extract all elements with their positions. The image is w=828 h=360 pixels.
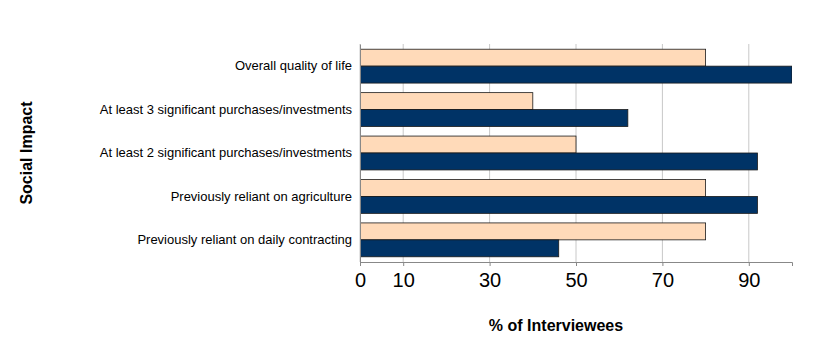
bar xyxy=(360,110,628,127)
y-tick: Previously reliant on agriculture xyxy=(171,189,360,204)
y-tick: Overall quality of life xyxy=(235,58,360,73)
bar xyxy=(360,66,792,83)
y-tick: At least 3 significant purchases/investm… xyxy=(100,102,360,117)
y-tick-label: Previously reliant on agriculture xyxy=(171,189,352,204)
bar xyxy=(360,136,576,153)
x-tick-mark xyxy=(360,262,361,266)
grid-line xyxy=(360,44,361,262)
chart-svg: 0 10 30 50 70 90 Overall quality of life At lea… xyxy=(0,0,828,360)
x-tick-label: 90 xyxy=(738,269,760,291)
bar xyxy=(360,93,533,110)
x-tick-mark xyxy=(576,262,577,266)
x-tick-label: 10 xyxy=(393,269,415,291)
x-tick: 0 xyxy=(355,262,366,291)
y-axis-title: Social Impact xyxy=(18,101,35,205)
bar xyxy=(360,240,559,257)
x-tick: 90 xyxy=(738,262,760,291)
y-axis-line xyxy=(360,45,361,263)
x-axis-line xyxy=(361,263,793,267)
series xyxy=(360,66,792,257)
y-tick: At least 2 significant purchases/investm… xyxy=(100,145,360,160)
x-tick: 30 xyxy=(479,262,501,291)
y-tick-label: At least 3 significant purchases/investm… xyxy=(100,102,353,117)
bar xyxy=(360,223,706,240)
y-tick-label: Previously reliant on daily contracting xyxy=(137,232,352,247)
y-tick: Previously reliant on daily contracting xyxy=(137,232,360,247)
bar xyxy=(360,49,706,66)
y-tick-label: At least 2 significant purchases/investm… xyxy=(100,145,353,160)
x-tick-label: 70 xyxy=(652,269,674,291)
x-tick-label: 30 xyxy=(479,269,501,291)
bar xyxy=(360,179,706,196)
x-tick-mark xyxy=(490,262,491,266)
chart-container: 0 10 30 50 70 90 Overall quality of life At lea… xyxy=(0,0,828,360)
x-tick-mark xyxy=(662,262,663,266)
x-tick: 50 xyxy=(565,262,587,291)
bars xyxy=(360,49,792,257)
plot: 0 10 30 50 70 90 Overall quality of life At lea… xyxy=(100,44,793,291)
x-axis: 0 10 30 50 70 90 xyxy=(355,262,793,291)
x-tick-mark xyxy=(749,262,750,266)
x-tick: 70 xyxy=(652,262,674,291)
x-tick-label: 50 xyxy=(565,269,587,291)
x-axis-title: % of Interviewees xyxy=(489,317,623,334)
x-tick-mark xyxy=(403,262,404,266)
bar xyxy=(360,153,757,170)
x-tick: 10 xyxy=(393,262,415,291)
y-axis: Overall quality of life At least 3 signif… xyxy=(100,45,361,263)
y-tick-label: Overall quality of life xyxy=(235,58,352,73)
x-tick-label: 0 xyxy=(355,269,366,291)
bar xyxy=(360,196,757,213)
